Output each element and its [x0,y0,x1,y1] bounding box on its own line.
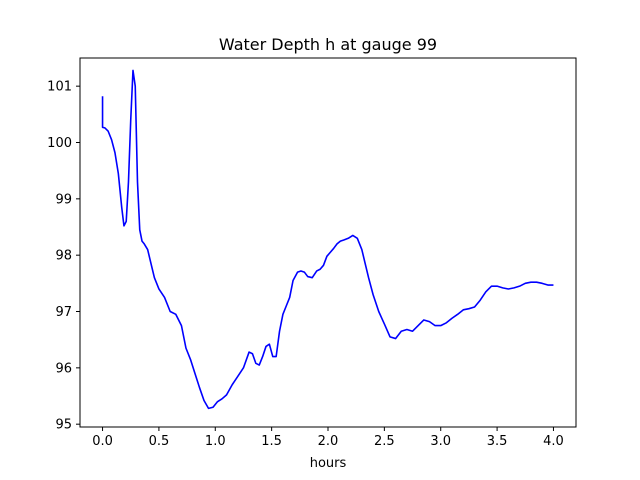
y-tick-label: 99 [55,192,72,207]
x-tick-label: 0.0 [92,434,113,449]
x-tick-label: 2.0 [318,434,339,449]
y-tick-label: 101 [47,80,72,95]
chart-title: Water Depth h at gauge 99 [219,35,437,54]
x-tick-label: 1.5 [261,434,282,449]
y-axis: 95 96 97 98 99 100 101 [47,80,80,433]
y-tick-label: 96 [55,361,72,376]
x-axis: 0.0 0.5 1.0 1.5 2.0 2.5 3.0 3.5 4.0 [92,427,564,449]
y-tick-label: 98 [55,249,72,264]
y-tick-label: 95 [55,418,72,433]
x-tick-label: 1.0 [205,434,226,449]
series-line [101,69,554,410]
plot-area [80,58,576,427]
x-axis-label: hours [310,456,347,471]
x-tick-label: 3.5 [487,434,508,449]
y-tick-label: 100 [47,136,72,151]
x-tick-label: 0.5 [149,434,170,449]
y-tick-label: 97 [55,305,72,320]
x-tick-label: 3.0 [430,434,451,449]
x-tick-label: 4.0 [543,434,564,449]
x-tick-label: 2.5 [374,434,395,449]
